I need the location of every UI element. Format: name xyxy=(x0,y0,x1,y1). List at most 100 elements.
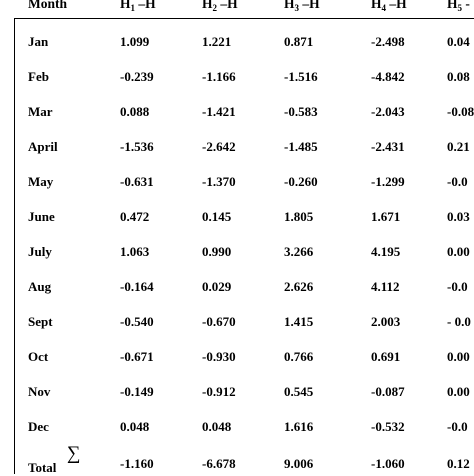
total-cell: -6.678 xyxy=(202,456,236,471)
table-cell: 0.766 xyxy=(284,349,314,364)
table-cell: -2.043 xyxy=(371,104,405,119)
table-cell: -2.498 xyxy=(371,34,405,49)
table-cell: -0.930 xyxy=(202,349,236,364)
table-cell: -0.087 xyxy=(371,384,405,399)
left-rule xyxy=(14,18,15,474)
column-header: H1 –H xyxy=(120,0,156,16)
table-cell: -1.536 xyxy=(120,139,154,154)
table-cell: 2.626 xyxy=(284,279,314,294)
row-month: Feb xyxy=(28,69,49,84)
table-cell: -0.164 xyxy=(120,279,154,294)
row-month: Mar xyxy=(28,104,53,119)
table-cell: 0.545 xyxy=(284,384,314,399)
column-header-main: H xyxy=(284,0,295,11)
row-month: Sept xyxy=(28,314,53,329)
total-cell: 9.006 xyxy=(284,456,314,471)
table-cell: 0.048 xyxy=(202,419,232,434)
column-header-rest: - xyxy=(462,0,470,11)
table-cell: 1.099 xyxy=(120,34,150,49)
table-cell: 0.145 xyxy=(202,209,232,224)
table-cell: 0.00 xyxy=(447,349,470,364)
table-cell: 0.04 xyxy=(447,34,470,49)
table-cell: -0.0 xyxy=(447,419,468,434)
column-header-rest: –H xyxy=(386,0,407,11)
table-cell: -1.421 xyxy=(202,104,236,119)
table-cell: -0.260 xyxy=(284,174,318,189)
row-month: May xyxy=(28,174,54,189)
table-cell: -0.912 xyxy=(202,384,236,399)
table-cell: -0.583 xyxy=(284,104,318,119)
row-month: April xyxy=(28,139,58,154)
table-cell: -2.431 xyxy=(371,139,405,154)
column-header: H2 –H xyxy=(202,0,238,16)
column-header-month: Month xyxy=(28,0,68,11)
table-cell: 0.088 xyxy=(120,104,150,119)
table-cell: 1.063 xyxy=(120,244,150,259)
column-header-subscript: 2 xyxy=(212,3,218,13)
table-cell: -2.642 xyxy=(202,139,236,154)
table-cell: -0.0 xyxy=(447,279,468,294)
total-cell: -1.160 xyxy=(120,456,154,471)
table-cell: 1.221 xyxy=(202,34,232,49)
table-cell: -0.671 xyxy=(120,349,154,364)
table-cell: -0.239 xyxy=(120,69,154,84)
table-cell: 4.112 xyxy=(371,279,400,294)
table-cell: -0.532 xyxy=(371,419,405,434)
table-cell: 1.616 xyxy=(284,419,314,434)
row-month: June xyxy=(28,209,55,224)
column-header-rest: –H xyxy=(135,0,156,11)
column-header-rest: –H xyxy=(299,0,320,11)
table-cell: 0.00 xyxy=(447,244,470,259)
table-cell: 0.029 xyxy=(202,279,232,294)
row-month: Jan xyxy=(28,34,49,49)
row-month: Dec xyxy=(28,419,49,434)
table-cell: 1.671 xyxy=(371,209,401,224)
table-cell: 1.805 xyxy=(284,209,314,224)
row-month: July xyxy=(28,244,52,259)
table-cell: -0.149 xyxy=(120,384,154,399)
column-header-subscript: 4 xyxy=(381,3,387,13)
column-header: H5 - xyxy=(447,0,470,16)
table-cell: 0.871 xyxy=(284,34,314,49)
table-cell: -1.299 xyxy=(371,174,405,189)
table-cell: -1.516 xyxy=(284,69,318,84)
table-cell: 0.08 xyxy=(447,69,470,84)
row-month: Aug xyxy=(28,279,52,294)
table-cell: -0.08 xyxy=(447,104,474,119)
column-header-main: H xyxy=(371,0,382,11)
header-rule xyxy=(14,18,474,19)
table-cell: 2.003 xyxy=(371,314,401,329)
total-cell: 0.12 xyxy=(447,456,470,471)
table-cell: 0.472 xyxy=(120,209,150,224)
column-header-main: H xyxy=(120,0,131,11)
column-header-main: H xyxy=(202,0,213,11)
table-cell: 0.691 xyxy=(371,349,401,364)
table-cell: -4.842 xyxy=(371,69,405,84)
table-cell: -0.631 xyxy=(120,174,154,189)
table-cell: 1.415 xyxy=(284,314,314,329)
table-cell: 3.266 xyxy=(284,244,314,259)
column-header-subscript: 5 xyxy=(457,3,463,13)
table-cell: -1.166 xyxy=(202,69,236,84)
total-label: Total xyxy=(28,460,57,475)
column-header-rest: –H xyxy=(217,0,238,11)
column-header: H4 –H xyxy=(371,0,407,16)
table-cell: -0.0 xyxy=(447,174,468,189)
table-cell: 0.21 xyxy=(447,139,470,154)
table-cell: - 0.0 xyxy=(447,314,471,329)
table-cell: 0.03 xyxy=(447,209,470,224)
table-cell: 0.00 xyxy=(447,384,470,399)
table-cell: 0.048 xyxy=(120,419,150,434)
table-cell: 4.195 xyxy=(371,244,401,259)
column-header-main: H xyxy=(447,0,458,11)
column-header: H3 –H xyxy=(284,0,320,16)
row-month: Oct xyxy=(28,349,49,364)
table-cell: -1.370 xyxy=(202,174,236,189)
table-cell: -0.540 xyxy=(120,314,154,329)
column-header-subscript: 3 xyxy=(294,3,300,13)
table-cell: 0.990 xyxy=(202,244,232,259)
total-cell: -1.060 xyxy=(371,456,405,471)
row-month: Nov xyxy=(28,384,51,399)
table-cell: -0.670 xyxy=(202,314,236,329)
table-cell: -1.485 xyxy=(284,139,318,154)
